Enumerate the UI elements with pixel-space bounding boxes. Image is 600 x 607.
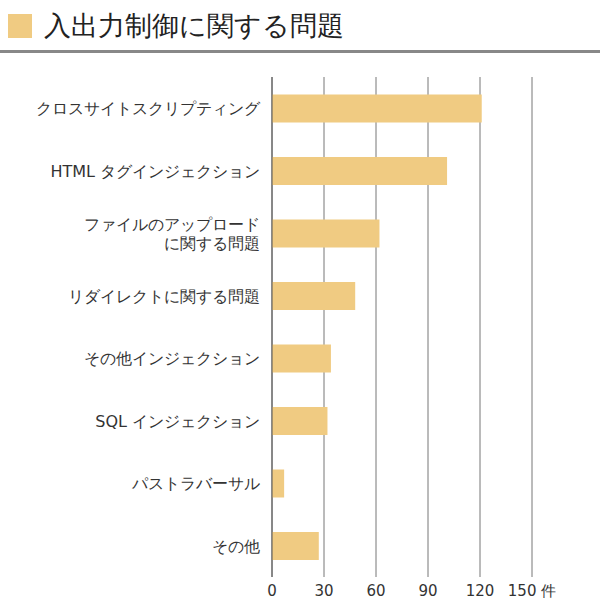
svg-text:120: 120 <box>466 582 495 600</box>
svg-text:60: 60 <box>366 582 385 600</box>
svg-text:その他: その他 <box>212 537 260 556</box>
svg-text:30: 30 <box>314 582 333 600</box>
svg-text:パストラバーサル: パストラバーサル <box>131 474 260 493</box>
svg-text:HTML タグインジェクション: HTML タグインジェクション <box>50 162 260 181</box>
svg-text:150 件: 150 件 <box>508 582 556 600</box>
svg-text:その他インジェクション: その他インジェクション <box>84 349 260 368</box>
svg-text:90: 90 <box>418 582 437 600</box>
svg-text:0: 0 <box>267 582 277 600</box>
svg-text:SQL インジェクション: SQL インジェクション <box>95 412 260 431</box>
svg-text:クロスサイトスクリプティング: クロスサイトスクリプティング <box>36 99 261 118</box>
svg-text:ファイルのアップロードに関する問題: ファイルのアップロードに関する問題 <box>84 215 260 253</box>
html-text:入出力制御に関する問題: 入出力制御に関する問題 <box>44 10 344 41</box>
svg-text:リダイレクトに関する問題: リダイレクトに関する問題 <box>68 287 260 306</box>
